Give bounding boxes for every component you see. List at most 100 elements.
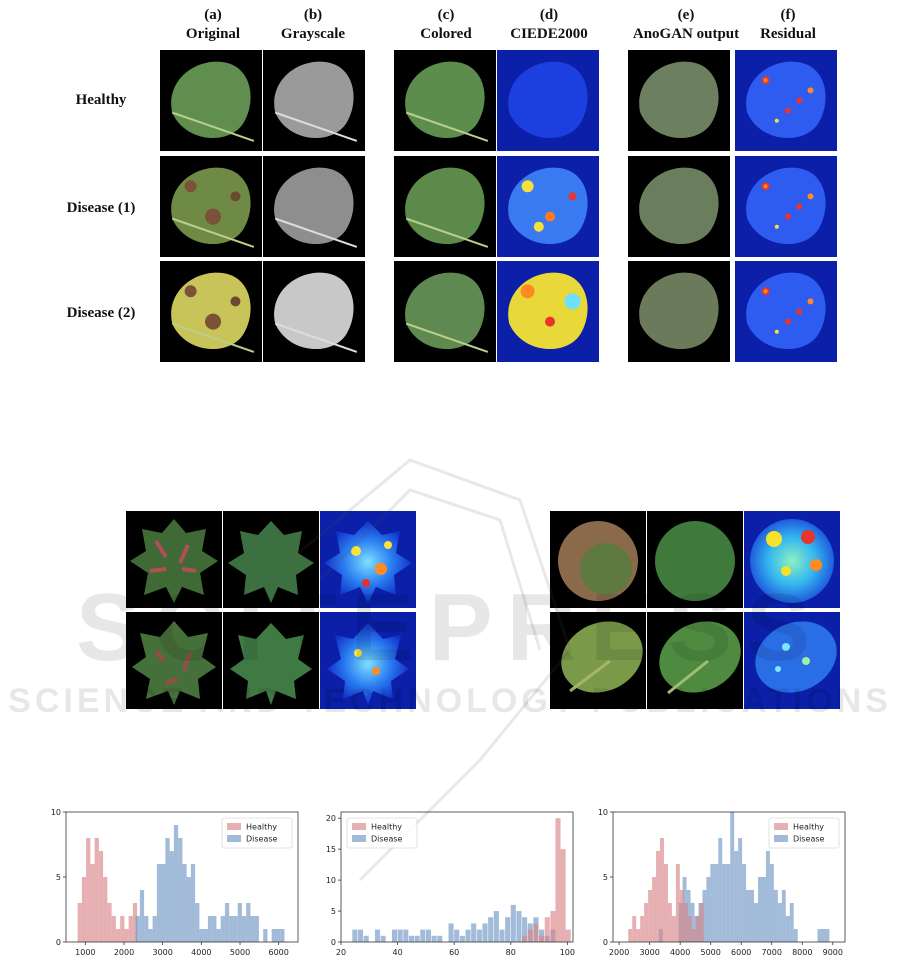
tile-disease-1-residual (735, 156, 837, 257)
bar-healthy (103, 877, 108, 942)
bar-disease (718, 838, 723, 942)
y-tick-label: 10 (326, 876, 336, 885)
bar-healthy (560, 849, 566, 942)
bar-disease (765, 851, 770, 942)
bar-healthy (94, 838, 99, 942)
grape-leaf-images (126, 511, 416, 709)
bar-disease (505, 917, 511, 942)
bar-disease (178, 838, 183, 942)
bar-healthy (132, 903, 138, 942)
bar-disease (203, 929, 208, 942)
bar-healthy (90, 864, 95, 942)
bar-disease (516, 911, 522, 942)
y-tick-label: 0 (56, 938, 61, 947)
tile-disease-2-colored (394, 261, 496, 362)
bar-disease (165, 838, 170, 942)
x-tick-label: 2000 (114, 948, 134, 957)
legend-label-healthy: Healthy (246, 823, 277, 832)
x-tick-label: 5000 (701, 948, 721, 957)
bar-disease (271, 929, 276, 942)
bar-disease (275, 929, 281, 942)
bar-healthy (679, 890, 684, 942)
bar-disease (730, 812, 735, 942)
histogram-3-svg: 2000 3000 4000 5000 6000 7000 8000 9000 0 5 10 Heal… (598, 808, 846, 957)
bar-disease (408, 935, 414, 942)
y-tick-label: 10 (598, 808, 608, 817)
x-tick-label: 6000 (268, 948, 288, 957)
bar-healthy (636, 929, 641, 942)
bar-healthy (81, 877, 87, 942)
row-label-disease-1: Disease (1) (66, 200, 136, 216)
bar-disease (454, 929, 460, 942)
bar-disease (742, 864, 747, 942)
bar-disease (539, 929, 545, 942)
bar-disease (156, 864, 162, 942)
bar-healthy (539, 935, 545, 942)
bar-disease (186, 877, 191, 942)
bar-disease (726, 864, 731, 942)
y-tick-label: 5 (603, 873, 608, 882)
x-tick-label: 80 (506, 948, 516, 957)
plot-frame (340, 811, 574, 943)
tile-disease-1-ciede2000 (497, 156, 599, 257)
tile-disease-2-anogan-output (628, 261, 730, 362)
bar-disease (789, 903, 794, 942)
column-letter: (f) (780, 7, 796, 23)
legend-swatch-healthy (227, 823, 241, 830)
histogram-3: 2000 3000 4000 5000 6000 7000 8000 9000 0 5 10 Heal… (597, 808, 857, 958)
column-letter: (e) (677, 7, 695, 23)
bar-healthy (683, 903, 688, 942)
bar-disease (182, 864, 187, 942)
x-tick-label: 7000 (762, 948, 782, 957)
y-tick-label: 15 (326, 845, 336, 854)
bar-disease (161, 864, 166, 942)
x-tick-label: 100 (560, 948, 575, 957)
bar-disease (488, 917, 494, 942)
bar-disease (493, 911, 499, 942)
bar-disease (722, 864, 727, 942)
bar-disease (139, 890, 145, 942)
bar-healthy (660, 838, 664, 942)
strawberry-leaf-panel (550, 511, 840, 709)
bar-healthy (695, 916, 700, 942)
x-tick-label: 5000 (230, 948, 250, 957)
x-tick-label: 4000 (670, 948, 690, 957)
bar-disease (817, 929, 822, 942)
bar-disease (702, 890, 707, 942)
column-header-anogan-output: (e) AnoGAN output (622, 6, 750, 44)
bar-disease (465, 929, 471, 942)
bar-healthy (86, 838, 91, 942)
bar-disease (773, 890, 778, 942)
tile-disease-2-original (160, 261, 262, 362)
legend-swatch-disease (352, 835, 366, 842)
tile-disease-1-grayscale (263, 156, 365, 257)
bar-disease (263, 929, 268, 942)
tile-disease-2-grayscale (263, 261, 365, 362)
x-tick-label: 4000 (191, 948, 211, 957)
bar-disease (237, 903, 242, 942)
bar-healthy (656, 851, 661, 942)
bar-healthy (527, 929, 533, 942)
y-tick-label: 5 (331, 907, 336, 916)
bar-disease (437, 935, 443, 942)
y-tick-label: 10 (51, 808, 61, 817)
bar-healthy (124, 929, 129, 942)
grape-leaf-panel (126, 511, 416, 709)
legend-swatch-healthy (774, 823, 788, 830)
column-name: AnoGAN output (632, 26, 740, 42)
bar-disease (352, 929, 358, 942)
bar-disease (224, 903, 230, 942)
legend-swatch-healthy (352, 823, 366, 830)
bar-disease (212, 916, 217, 942)
column-header-original: (a) Original (158, 6, 268, 44)
y-tick-label: 0 (331, 938, 336, 947)
bar-disease (363, 935, 369, 942)
x-tick-label: 60 (449, 948, 459, 957)
histogram-2-svg: 20 40 60 80 100 0 5 10 15 20 Healthy Disease (326, 811, 575, 957)
bar-healthy (107, 903, 112, 942)
bar-disease (431, 935, 437, 942)
legend-swatch-disease (227, 835, 241, 842)
bar-disease (476, 929, 482, 942)
bar-disease (448, 923, 454, 942)
histogram-1: 1000 2000 3000 4000 5000 6000 0 5 10 Healthy Disea… (50, 808, 310, 958)
